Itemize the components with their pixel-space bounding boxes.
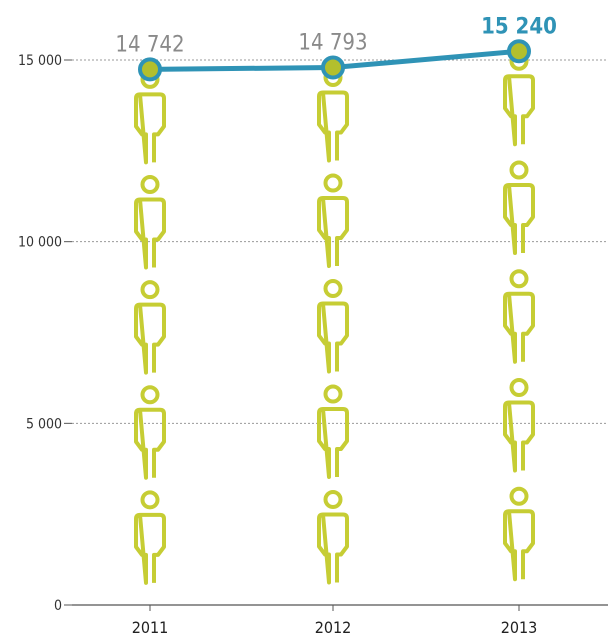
person-icon bbox=[503, 378, 535, 473]
person-icon bbox=[134, 280, 166, 375]
x-tick-label: 2012 bbox=[315, 618, 352, 637]
x-axis: 2011 2012 2013 bbox=[132, 605, 538, 637]
person-icon bbox=[134, 174, 166, 270]
person-icon bbox=[134, 385, 166, 480]
data-labels: 14 742 14 793 15 240 bbox=[115, 14, 556, 57]
y-tick-label: 0 bbox=[54, 598, 62, 614]
person-icon bbox=[503, 486, 535, 582]
person-icon bbox=[317, 279, 349, 374]
data-point-2012 bbox=[321, 55, 345, 80]
data-label-2012: 14 793 bbox=[298, 31, 367, 56]
person-icon bbox=[503, 269, 535, 364]
person-icon bbox=[503, 51, 535, 147]
person-column-2013 bbox=[503, 51, 535, 582]
person-icons bbox=[134, 51, 535, 585]
data-series bbox=[138, 39, 531, 82]
x-tick-label: 2013 bbox=[501, 618, 538, 637]
y-tick-label: 15 000 bbox=[18, 53, 62, 69]
person-column-2011 bbox=[134, 69, 166, 585]
data-point-2011 bbox=[138, 57, 162, 82]
person-icon bbox=[134, 69, 166, 165]
y-axis: 0 5 000 10 000 15 000 bbox=[18, 53, 72, 614]
data-label-2013: 15 240 bbox=[481, 14, 557, 39]
data-label-2011: 14 742 bbox=[115, 32, 184, 57]
person-icon bbox=[317, 68, 349, 163]
y-tick-label: 5 000 bbox=[26, 416, 62, 432]
y-tick-label: 10 000 bbox=[18, 235, 62, 251]
data-point-2013 bbox=[507, 39, 531, 64]
x-tick-label: 2011 bbox=[132, 618, 169, 637]
person-icon bbox=[317, 384, 349, 480]
person-icon bbox=[317, 173, 349, 269]
person-icon bbox=[317, 490, 349, 585]
person-icon bbox=[503, 160, 535, 256]
person-icon bbox=[134, 490, 166, 585]
person-column-2012 bbox=[317, 68, 349, 585]
